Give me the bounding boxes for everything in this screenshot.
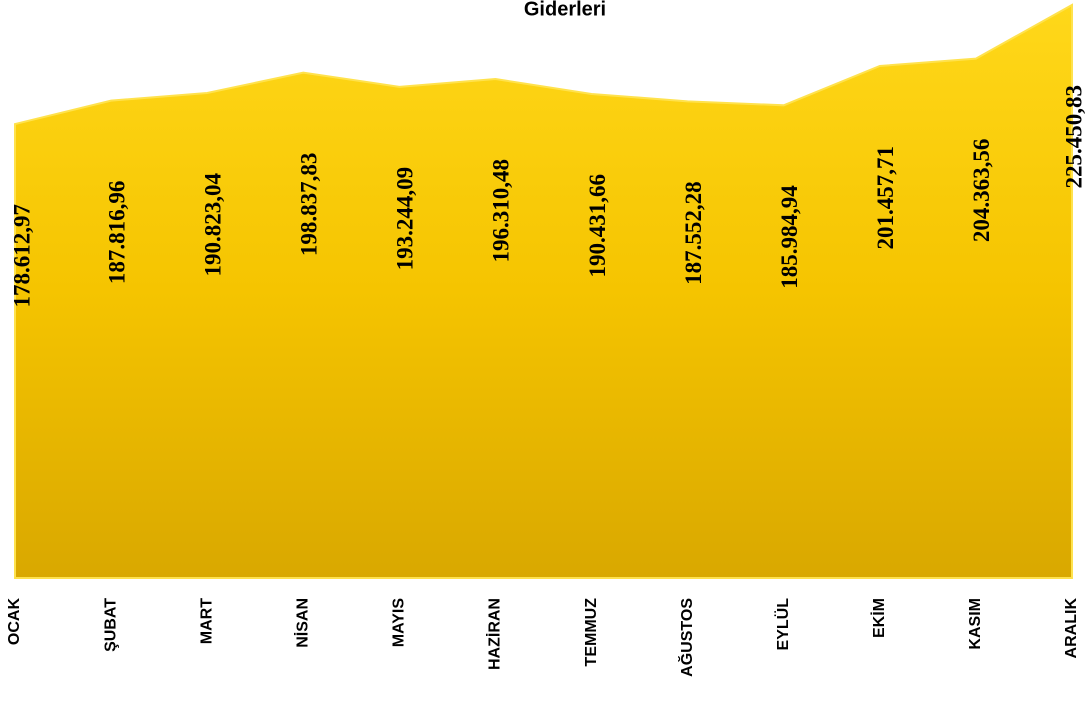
- x-tick-label: MART: [198, 598, 215, 644]
- x-tick-label: HAZİRAN: [486, 598, 504, 670]
- data-label: 196.310,48: [489, 159, 514, 263]
- data-label: 185.984,94: [777, 185, 802, 289]
- data-label: 198.837,83: [297, 153, 322, 257]
- data-label: 187.552,28: [681, 181, 706, 284]
- chart-title: Giderleri: [524, 0, 606, 20]
- x-tick-label: EKİM: [870, 598, 888, 638]
- x-tick-label: ARALIK: [1063, 598, 1080, 659]
- data-label: 190.431,66: [585, 174, 610, 278]
- x-tick-label: MAYIS: [391, 598, 408, 648]
- area: [14, 3, 1073, 579]
- x-tick-label: KASIM: [967, 598, 984, 650]
- data-label: 204.363,56: [969, 139, 994, 243]
- x-tick-label: ŞUBAT: [102, 598, 119, 652]
- x-tick-label: EYLÜL: [773, 598, 792, 651]
- x-tick-label: AĞUSTOS: [677, 598, 696, 677]
- x-tick-label: NİSAN: [293, 598, 311, 648]
- data-label: 187.816,96: [104, 181, 129, 285]
- data-label: 190.823,04: [200, 173, 225, 277]
- data-label: 193.244,09: [393, 167, 418, 271]
- x-tick-label: TEMMUZ: [583, 598, 600, 667]
- x-tick-label: OCAK: [6, 598, 23, 646]
- data-label: 225.450,83: [1061, 85, 1086, 189]
- data-label: 178.612,97: [9, 204, 34, 308]
- data-label: 201.457,71: [873, 146, 898, 250]
